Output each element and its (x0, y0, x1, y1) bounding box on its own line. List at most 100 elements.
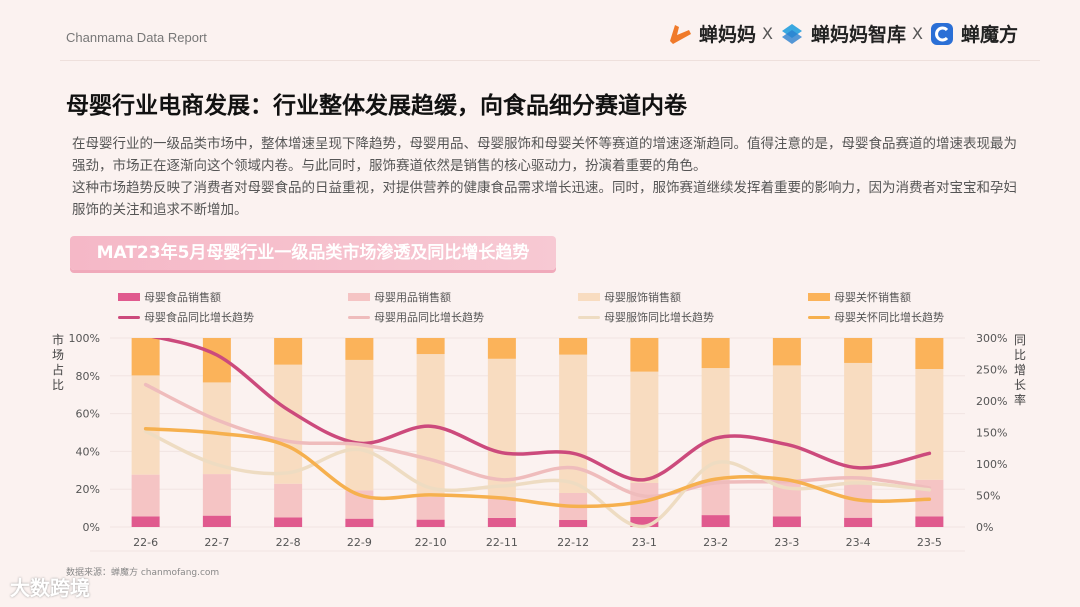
y-tick-label: 0% (83, 521, 100, 534)
page-title: 母婴行业电商发展：行业整体发展趋缓，向食品细分赛道内卷 (66, 93, 687, 119)
trend-line (151, 338, 932, 482)
logo-chanmama-zhiku: 蝉妈妈智库 (811, 24, 907, 46)
bar-segment (772, 516, 801, 527)
y-axis-title: 市场占比 (52, 333, 65, 392)
bar-segment (274, 338, 303, 365)
bar-segment (416, 338, 445, 355)
bar-segment (915, 338, 944, 369)
bar-segment (630, 516, 659, 527)
x-tick-label: 22-11 (486, 536, 518, 549)
legend-line (808, 315, 830, 319)
trend-line (143, 426, 932, 509)
report-label: Chanmama Data Report (66, 30, 207, 45)
bar-segment (274, 483, 303, 518)
x-tick-label: 23-3 (774, 536, 799, 549)
x-tick-label: 23-4 (846, 536, 871, 549)
paragraph: 这种市场趋势反映了消费者对母婴食品的日益重视，对提供营养的健康食品需求增长迅速。… (72, 180, 1017, 218)
legend-label: 母婴食品同比增长趋势 (144, 311, 254, 324)
legend-label: 母婴食品销售额 (144, 291, 221, 304)
bar-segment (202, 382, 231, 475)
legend-line (118, 315, 140, 319)
y2-tick-label: 250% (976, 364, 1007, 377)
bar-segment (701, 515, 730, 527)
bar-segment (416, 519, 445, 527)
bar-segment (630, 371, 659, 483)
x-tick-label: 23-5 (917, 536, 942, 549)
bar-segment (131, 474, 160, 517)
legend-line (348, 315, 370, 319)
y2-tick-label: 300% (976, 332, 1007, 345)
bar-segment (202, 338, 231, 383)
x-tick-label: 22-9 (347, 536, 372, 549)
y-tick-label: 80% (76, 370, 100, 383)
bar-segment (487, 338, 516, 359)
x-tick-label: 22-6 (133, 536, 158, 549)
trend-line (143, 382, 932, 499)
bar-segment (630, 482, 659, 517)
bar-segment (844, 338, 873, 363)
legend-item: 母婴关怀同比增长趋势 (808, 309, 944, 325)
x-tick-label: 22-7 (204, 536, 229, 549)
bar-segment (772, 479, 801, 517)
y-tick-label: 100% (69, 332, 100, 345)
chanmofang-logo-icon (930, 22, 953, 45)
bar-segment (131, 516, 160, 527)
partner-logos: 蝉妈妈 X 蝉妈妈智库 X 蝉魔方 (667, 20, 1018, 47)
legend-item: 母婴用品销售额 (348, 289, 451, 305)
bar-segment (844, 362, 873, 483)
x-tick-label: 22-12 (557, 536, 589, 549)
bar-segment (345, 518, 374, 527)
data-source: 数据来源：蝉魔方 chanmofang.com (66, 568, 220, 578)
y2-tick-label: 100% (976, 458, 1007, 471)
bar-segment (131, 338, 160, 376)
legend-label: 母婴关怀同比增长趋势 (834, 311, 944, 324)
bar-segment (772, 365, 801, 480)
y2-tick-label: 50% (976, 490, 1000, 503)
y2-tick-label: 150% (976, 427, 1007, 440)
logo-chanmama: 蝉妈妈 (699, 24, 757, 46)
description: 在母婴行业的一级品类市场中，整体增速呈现下降趋势，母婴用品、母婴服饰和母婴关怀等… (72, 133, 1017, 221)
bar-segment (345, 359, 374, 491)
bar-segment (274, 517, 303, 527)
bar-segment (487, 496, 516, 518)
legend-label: 母婴用品销售额 (374, 291, 451, 304)
legend-label: 母婴服饰同比增长趋势 (604, 311, 714, 324)
legend-swatch (578, 293, 600, 301)
legend-swatch (808, 293, 830, 301)
bar-segment (202, 474, 231, 516)
y-tick-label: 60% (76, 408, 100, 421)
legend-label: 母婴服饰销售额 (604, 291, 681, 304)
paragraph: 在母婴行业的一级品类市场中，整体增速呈现下降趋势，母婴用品、母婴服饰和母婴关怀等… (72, 136, 1017, 174)
x-tick-label: 22-8 (276, 536, 301, 549)
y-tick-label: 20% (76, 483, 100, 496)
chanmama-logo-icon (670, 24, 692, 44)
legend-swatch (118, 293, 140, 301)
bar-segment (701, 479, 730, 516)
watermark: 大数跨境 (10, 576, 90, 600)
bar-segment (559, 338, 588, 355)
bar-segment (345, 338, 374, 360)
x-tick-label: 23-2 (703, 536, 728, 549)
y2-tick-label: 0% (976, 521, 993, 534)
bar-segment (345, 490, 374, 519)
bar-segment (559, 520, 588, 527)
chart-title: MAT23年5月母婴行业一级品类市场渗透及同比增长趋势 (70, 236, 556, 270)
x-tick-label: 22-10 (415, 536, 447, 549)
bar-segment (701, 338, 730, 369)
x-tick-label: 23-1 (632, 536, 657, 549)
bar-segment (487, 517, 516, 527)
legend-line (578, 315, 600, 319)
bar-segment (416, 496, 445, 520)
chanmama-zhiku-logo-icon (782, 23, 802, 44)
legend-swatch (348, 293, 370, 301)
bar-segment (559, 492, 588, 521)
bar-segment (915, 516, 944, 527)
bar-segment (844, 482, 873, 518)
y2-tick-label: 200% (976, 395, 1007, 408)
bar-segment (772, 338, 801, 366)
bar-segment (915, 368, 944, 480)
bar-segment (416, 354, 445, 497)
legend-item: 母婴服饰销售额 (578, 289, 681, 305)
legend-item: 母婴食品销售额 (118, 289, 221, 305)
legend-item: 母婴关怀销售额 (808, 289, 911, 305)
